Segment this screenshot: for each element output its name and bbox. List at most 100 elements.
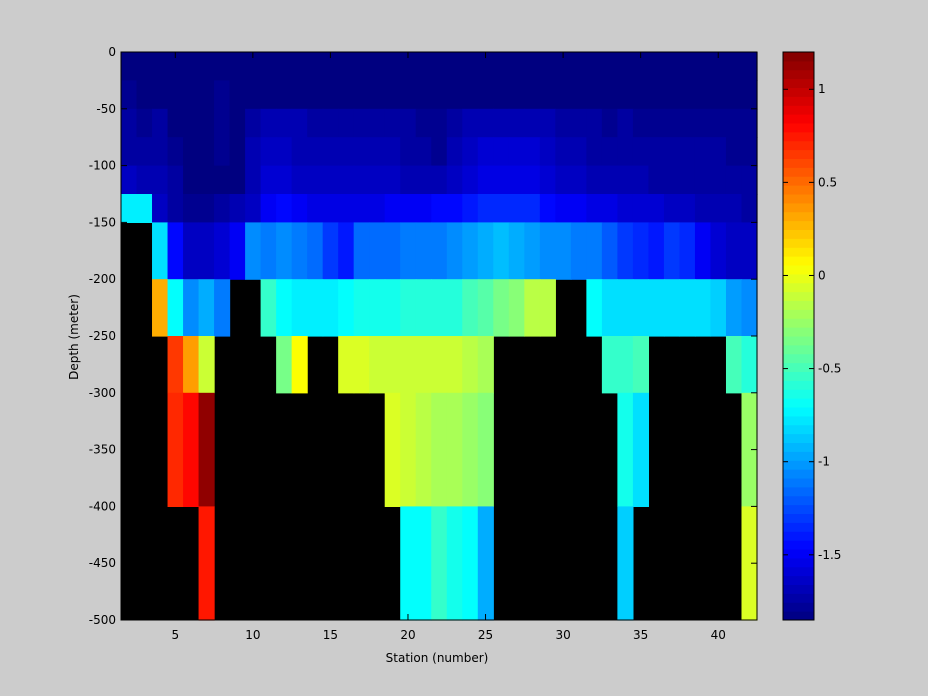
heatmap-cell <box>415 137 432 167</box>
x-tick-label: 40 <box>711 628 726 642</box>
heatmap-cell <box>694 108 712 138</box>
colorbar-segment <box>783 451 814 461</box>
heatmap-cell <box>663 222 681 280</box>
y-tick-label: -200 <box>89 272 116 286</box>
colorbar-segment <box>783 584 814 594</box>
heatmap-cell <box>167 108 184 138</box>
heatmap-cell <box>586 80 603 110</box>
heatmap-cell <box>369 80 386 110</box>
colorbar-segment <box>783 167 814 177</box>
heatmap-cell <box>586 194 603 223</box>
heatmap-cell <box>663 108 681 138</box>
heatmap-cell <box>524 194 541 223</box>
heatmap-cell <box>198 506 215 621</box>
heatmap-cell <box>601 194 618 223</box>
heatmap-cell <box>198 222 215 280</box>
heatmap-cell <box>493 108 510 138</box>
heatmap-cell <box>400 222 417 280</box>
heatmap-cell <box>136 52 153 81</box>
heatmap-cell <box>415 336 432 394</box>
x-tick-label: 15 <box>323 628 338 642</box>
heatmap-cell <box>338 222 355 280</box>
heatmap-cell <box>601 165 618 195</box>
heatmap-cell <box>493 137 510 167</box>
heatmap-cell <box>570 108 587 138</box>
heatmap-cell <box>353 137 370 167</box>
heatmap-cell <box>338 336 355 394</box>
colorbar-segment <box>783 291 814 302</box>
heatmap-cell <box>276 80 293 110</box>
heatmap-cell <box>431 506 448 621</box>
heatmap-cell <box>586 165 603 195</box>
colorbar-tick-label: 0 <box>818 268 826 282</box>
colorbar-segment <box>783 371 814 381</box>
heatmap-cell <box>431 108 448 138</box>
heatmap-cell <box>570 194 587 223</box>
heatmap-cell <box>632 80 650 110</box>
heatmap-cell <box>663 52 681 81</box>
heatmap-cell <box>617 392 634 507</box>
heatmap-cell <box>307 80 324 110</box>
colorbar-segment <box>783 211 814 222</box>
heatmap-cell <box>415 222 432 280</box>
heatmap-cell <box>384 80 401 110</box>
heatmap-cell <box>167 165 184 195</box>
colorbar-segment <box>783 336 814 346</box>
heatmap-cell <box>152 137 169 167</box>
heatmap-cell <box>369 52 386 81</box>
heatmap-cell <box>741 392 758 507</box>
y-tick-label: -100 <box>89 159 116 173</box>
heatmap-cell <box>741 52 758 81</box>
heatmap-cell <box>477 222 494 280</box>
heatmap-cell <box>260 279 277 337</box>
heatmap-cell <box>229 222 246 280</box>
heatmap-cell <box>369 108 386 138</box>
heatmap-cell <box>198 137 215 167</box>
heatmap-cell <box>508 222 525 280</box>
heatmap-cell <box>400 108 417 138</box>
heatmap-cell <box>632 279 650 337</box>
heatmap-cell <box>694 222 712 280</box>
heatmap-cell <box>229 108 246 138</box>
heatmap-cell <box>183 222 200 280</box>
heatmap-cell <box>539 52 556 81</box>
heatmap-cell <box>555 165 572 195</box>
heatmap-cell <box>353 222 370 280</box>
heatmap-cell <box>121 108 138 138</box>
heatmap-cell <box>446 108 463 138</box>
x-axis-label: Station (number) <box>386 651 489 665</box>
heatmap-cell <box>276 52 293 81</box>
colorbar-segment <box>783 105 814 115</box>
heatmap-cell <box>570 52 587 81</box>
y-tick-label: -450 <box>89 556 116 570</box>
heatmap-cell <box>431 392 448 507</box>
colorbar-segment <box>783 238 814 248</box>
colorbar-segment <box>783 78 814 89</box>
heatmap-cell <box>384 279 401 337</box>
heatmap-cell <box>322 279 339 337</box>
heatmap-cell <box>648 279 665 337</box>
colorbar-segment <box>783 513 814 523</box>
heatmap-cell <box>276 336 293 394</box>
colorbar-segment <box>783 486 814 497</box>
colorbar-segment <box>783 96 814 106</box>
heatmap-cell <box>694 52 712 81</box>
heatmap-cell <box>741 80 758 110</box>
heatmap-cell <box>198 108 215 138</box>
y-tick-label: -250 <box>89 329 116 343</box>
heatmap-cell <box>477 52 494 81</box>
heatmap-cell <box>539 137 556 167</box>
heatmap-cell <box>121 80 138 110</box>
heatmap-cell <box>539 108 556 138</box>
colorbar-segment <box>783 522 814 532</box>
heatmap-cell <box>384 108 401 138</box>
colorbar-segment <box>783 575 814 586</box>
heatmap-cell <box>446 194 463 223</box>
heatmap-cell <box>446 137 463 167</box>
heatmap-cell <box>369 336 386 394</box>
heatmap-cell <box>477 108 494 138</box>
heatmap-cell <box>555 108 572 138</box>
colorbar-segment <box>783 478 814 488</box>
colorbar-segment <box>783 504 814 515</box>
